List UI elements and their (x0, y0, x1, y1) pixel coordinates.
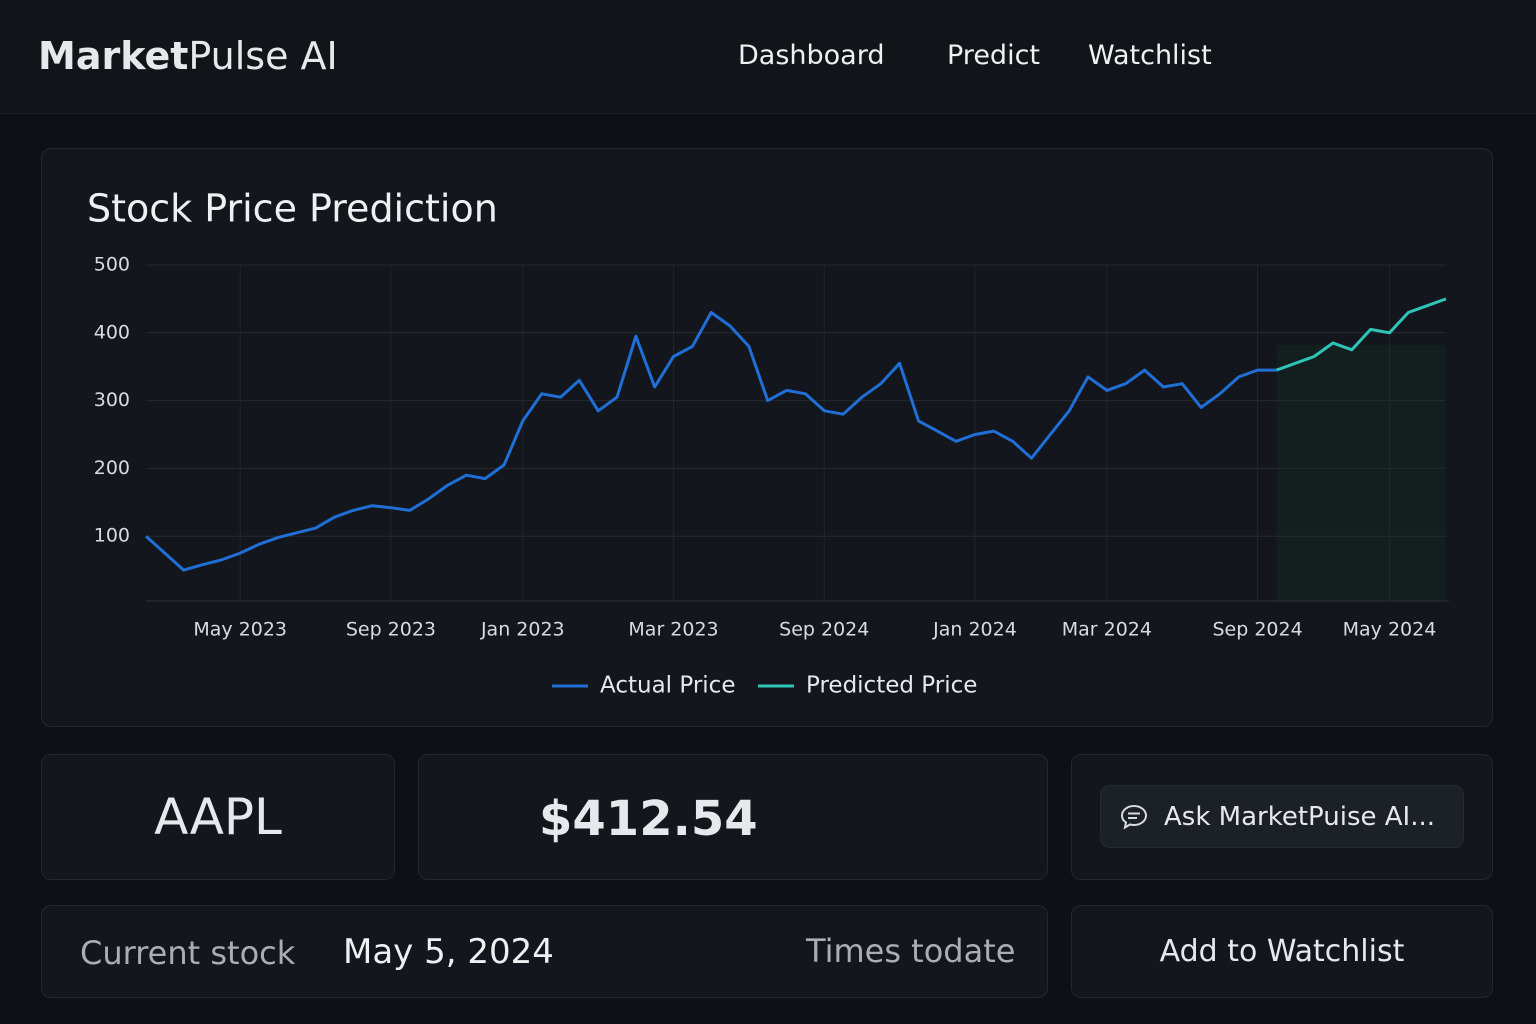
info-note: Times todate (806, 932, 1016, 970)
x-tick-label: Mar 2024 (1062, 619, 1152, 641)
chat-icon (1120, 804, 1148, 830)
info-label: Current stock (80, 934, 296, 972)
price: $412.54 (539, 791, 758, 847)
x-tick-label: Mar 2023 (628, 619, 718, 641)
price-line (144, 311, 1277, 572)
y-tick-label: 200 (94, 457, 130, 479)
y-tick-label: 100 (94, 525, 130, 547)
ask-card: Ask MarketPuise AI... (1071, 754, 1493, 880)
x-tick-label: Sep 2023 (346, 619, 436, 641)
nav-item[interactable]: Watchlist (1088, 40, 1212, 71)
ticker-card: AAPL (41, 754, 395, 880)
prediction-zone (1276, 345, 1446, 601)
chart-card: Stock Price Prediction 100 200 300 400 500 Ma… (41, 148, 1493, 727)
chart: Stock Price Prediction 100 200 300 400 500 Ma… (87, 187, 1449, 699)
ask-text: Ask MarketPuise AI... (1164, 802, 1436, 832)
ask-button[interactable]: Ask MarketPuise AI... (1100, 785, 1464, 848)
chart-title: Stock Price Prediction (87, 187, 498, 231)
price-card: $412.54 (418, 754, 1048, 880)
x-tick-label: Sep 2024 (1212, 619, 1302, 641)
x-tick-label: May 2024 (1343, 619, 1437, 641)
nav-item[interactable]: Predict (947, 40, 1040, 71)
nav-item[interactable]: Dashboard (738, 40, 885, 71)
watchlist-text: Add to Watchlist (1159, 934, 1405, 969)
legend-label: Actual Price (600, 673, 735, 699)
x-tick-label: Jan 2024 (932, 619, 1017, 641)
brand-rest: Pulse AI (188, 34, 338, 78)
legend-label: Predicted Price (806, 673, 977, 699)
info-card: Current stock May 5, 2024 Times todate (41, 905, 1048, 998)
brand-bold: Market (38, 34, 189, 78)
watchlist-button[interactable]: Add to Watchlist (1071, 905, 1493, 998)
ticker: AAPL (154, 788, 282, 846)
brand: MarketPulse AI (38, 34, 338, 78)
info-date: May 5, 2024 (343, 932, 554, 972)
x-tick-label: May 2023 (193, 619, 287, 641)
y-tick-label: 500 (94, 254, 130, 276)
top-bar: MarketPulse AI Dashboard Predict Watchli… (0, 0, 1536, 114)
x-tick-label: Sep 2024 (779, 619, 869, 641)
y-tick-label: 300 (94, 389, 130, 411)
x-tick-label: Jan 2023 (480, 619, 565, 641)
y-tick-label: 400 (94, 321, 130, 343)
price-line (1275, 297, 1447, 372)
